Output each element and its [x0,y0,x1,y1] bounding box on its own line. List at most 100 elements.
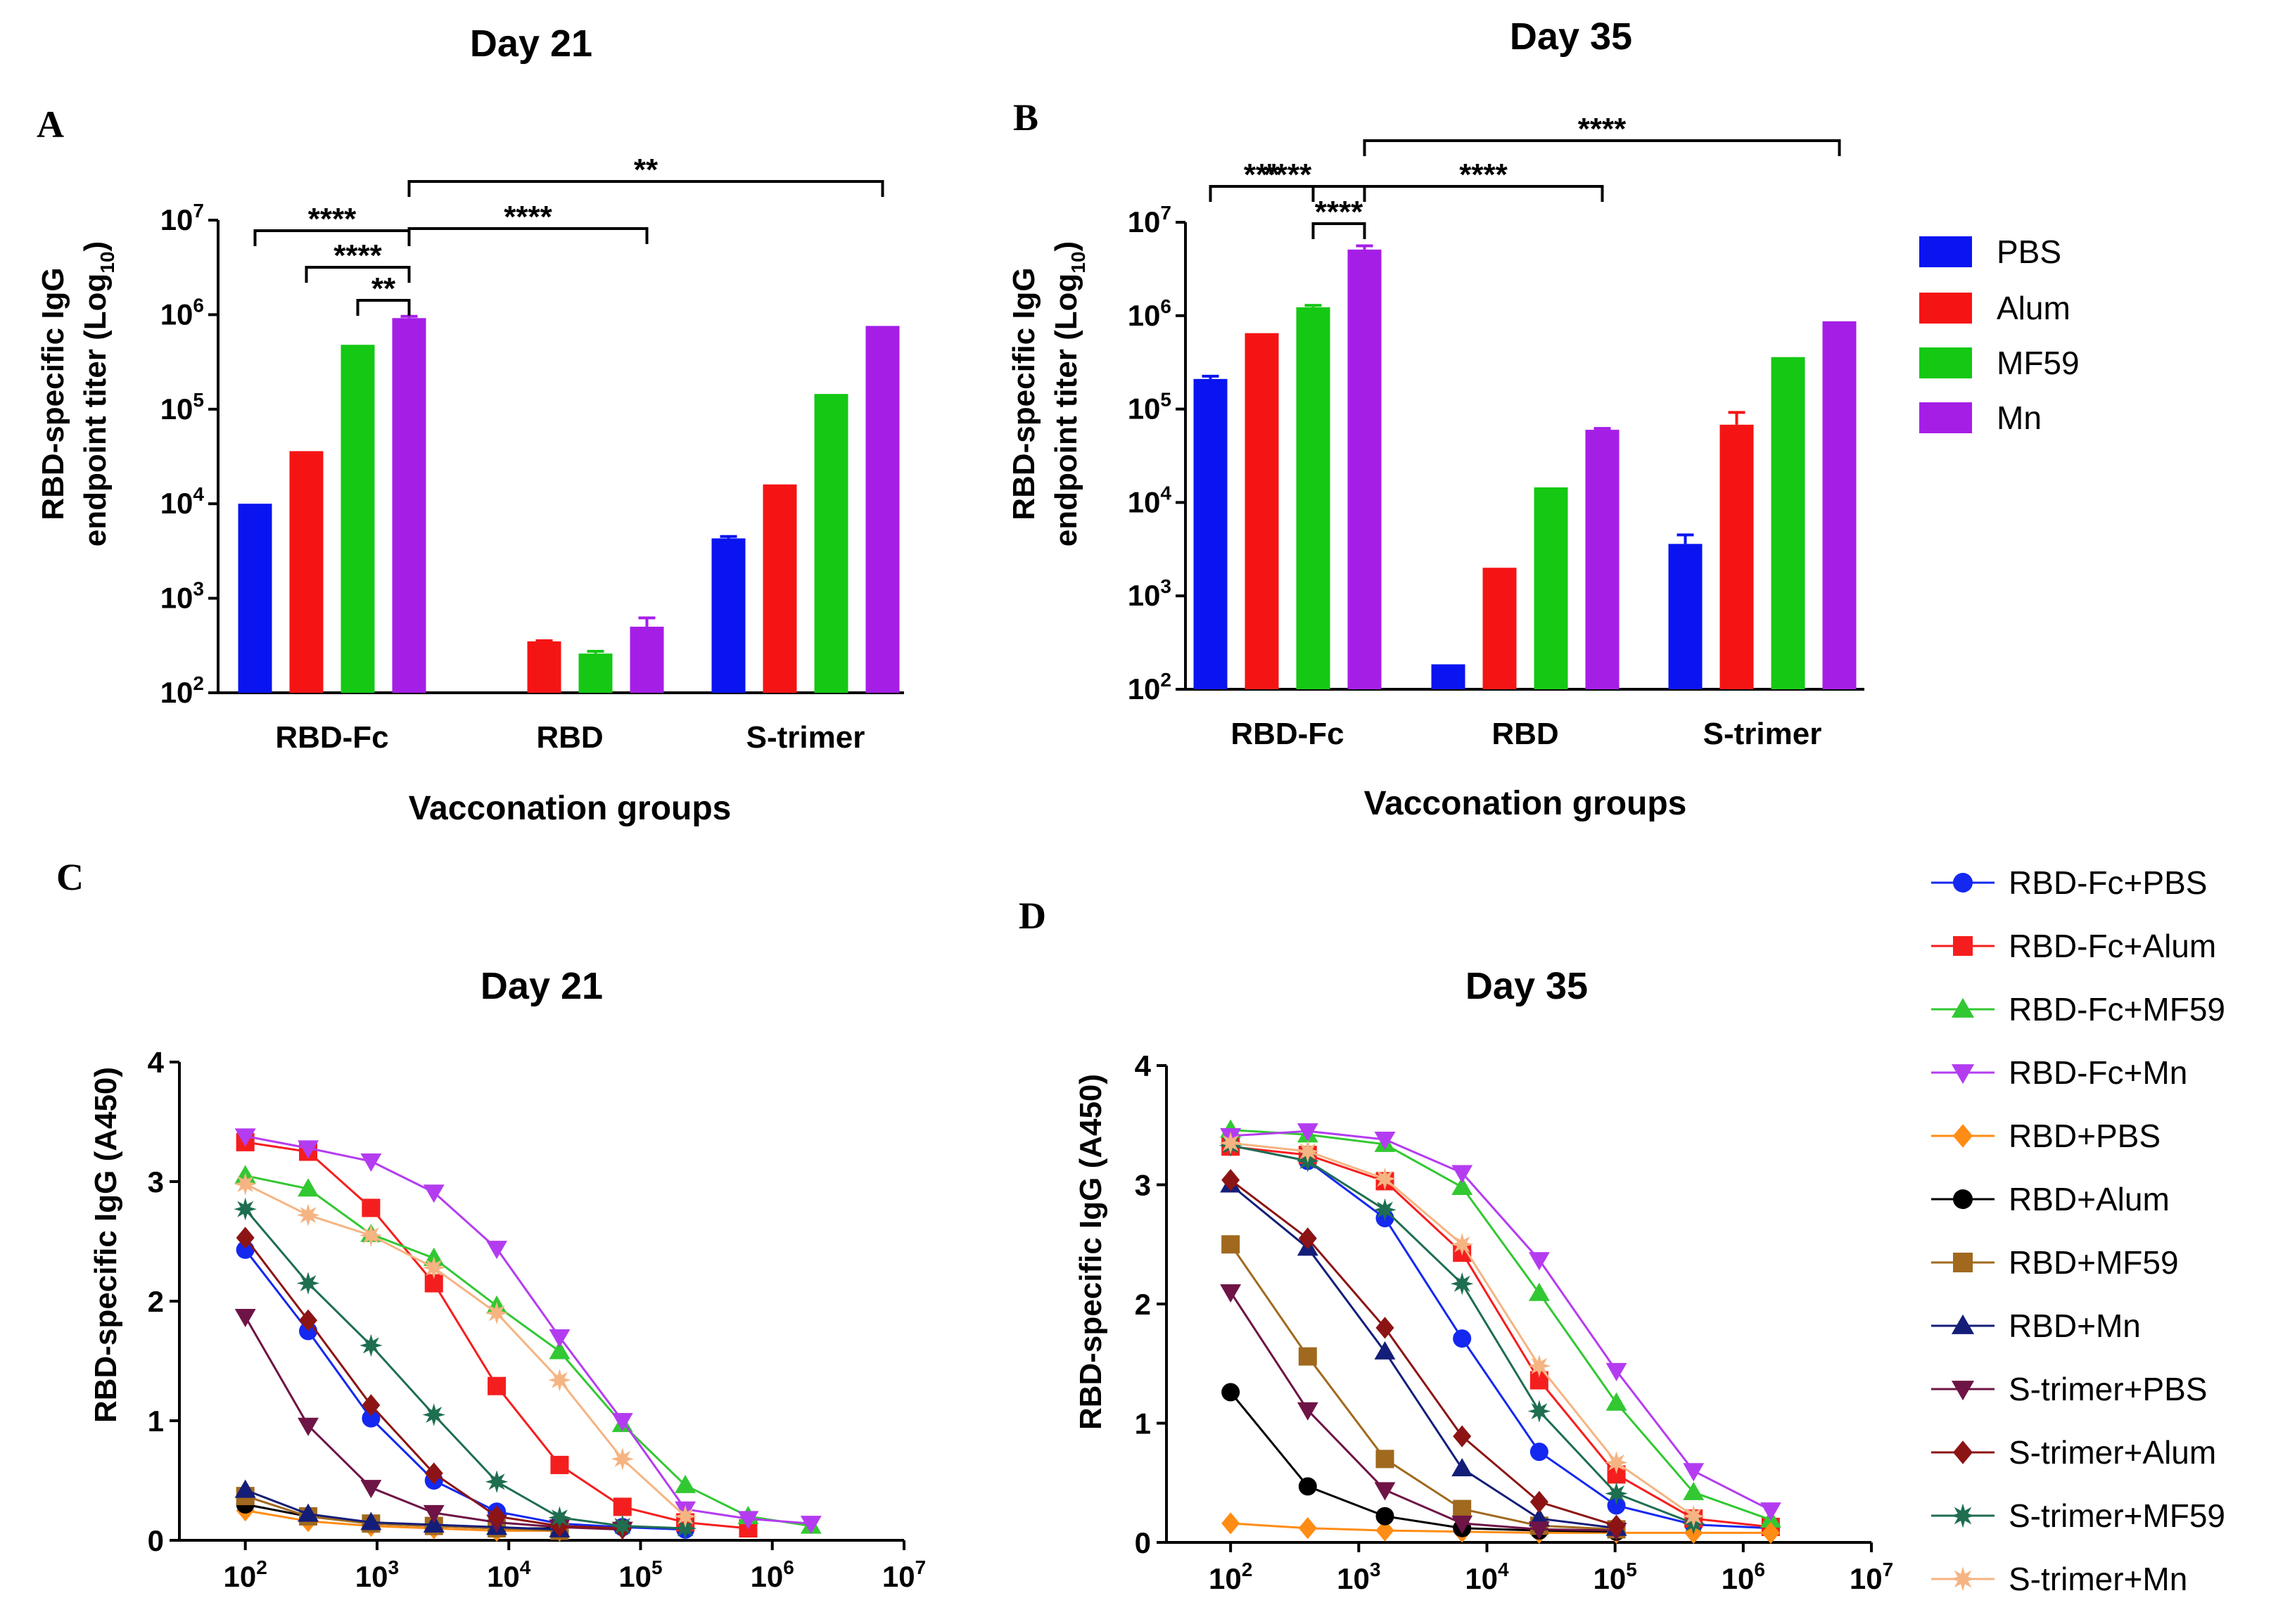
data-point [362,1394,381,1417]
bar [1296,307,1330,689]
data-point [1373,1198,1397,1222]
y-tick-label: 107 [1128,202,1171,238]
y-tick-label: 4 [148,1046,165,1079]
panel-b-ylabel: RBD-specific IgG endpoint titer (Log10) [1007,241,1089,546]
bar [1431,664,1465,689]
panel-d-ylabel: RBD-specific IgG (A450) [1074,1074,1108,1430]
category-label: RBD [536,720,603,755]
line-legend: RBD-Fc+PBS RBD-Fc+Alum RBD-Fc+MF59 RBD-Fc+M… [1931,864,2225,1597]
y-tick-label: 106 [1128,295,1171,332]
x-tick-label: 105 [618,1556,662,1593]
y-tick-label: 2 [148,1285,164,1318]
data-point [1607,1514,1626,1537]
data-point [296,1272,320,1295]
x-tick-label: 104 [1465,1559,1509,1595]
legend-label: RBD+Mn [2009,1307,2141,1344]
panel-a-title: Day 21 [470,23,592,65]
legend-label: S-trimer+Alum [2009,1434,2216,1471]
significance-bracket: **** [1209,158,1366,202]
bracket-line [305,266,411,283]
legend-marker [1950,1503,1976,1528]
legend-label: MF59 [1997,345,2080,381]
data-point [1298,1477,1317,1496]
data-point [424,1462,443,1485]
legend-label: S-trimer+Mn [2009,1561,2187,1597]
data-point [298,1140,319,1159]
legend-label: Mn [1997,399,2042,436]
data-point [1375,1450,1394,1469]
data-point [1607,1496,1626,1515]
data-point [1221,1512,1240,1535]
data-point [1450,1233,1474,1256]
data-point [1297,1123,1318,1142]
x-tick-label: 107 [1850,1559,1893,1595]
data-point [298,1178,319,1197]
panel-a-ylabel: RBD-specific IgG endpoint titer (Log10) [36,241,118,546]
data-point [1296,1139,1320,1163]
y-tick-label: 3 [1135,1169,1151,1202]
data-point [234,1309,256,1328]
data-point [1527,1354,1551,1378]
y-tick-label: 105 [1128,389,1171,426]
significance-bracket: **** [253,202,411,246]
data-point [1298,1517,1317,1540]
x-tick-label: 104 [487,1556,531,1593]
data-point [1527,1400,1551,1423]
legend-marker [1951,1314,1975,1334]
bar [1245,333,1279,689]
bar [578,653,613,693]
series-line [245,1183,687,1518]
legend-label: RBD+Alum [2009,1181,2170,1217]
y-tick-label: 106 [160,294,204,331]
legend-marker [1951,1381,1975,1401]
data-point [737,1511,759,1530]
data-point [423,1514,445,1533]
legend-label: S-trimer+PBS [2009,1371,2207,1407]
significance-label: ** [371,271,396,306]
x-tick-label: 107 [882,1556,926,1593]
y-tick-label: 103 [1128,575,1171,612]
data-point [486,1241,508,1260]
data-point [611,1447,634,1471]
data-point [298,1417,319,1436]
legend-item-pbs: PBS [1919,234,2061,270]
y-tick-label: 4 [1135,1049,1152,1082]
legend-item-rbd-fc-mf59: RBD-Fc+MF59 [1931,991,2225,1028]
significance-label: ** [634,153,659,187]
bar [1193,378,1228,689]
panel-a-xlabel: Vacconation groups [409,790,732,827]
legend-swatch [1919,402,1972,433]
bar [763,484,797,693]
legend-marker [1953,936,1973,956]
series-line [1229,1391,1617,1533]
legend-marker [1951,997,1975,1018]
panel-b-ylabel-line2: endpoint titer (Log10) [1049,241,1089,546]
x-tick-label: 103 [1337,1559,1380,1595]
data-point [1605,1482,1628,1505]
y-tick-label: 3 [148,1165,164,1198]
category-label: RBD-Fc [275,720,388,755]
data-point [360,1153,382,1172]
data-point [298,1503,319,1522]
data-point [423,1504,445,1523]
series-rbd-alum [1221,1383,1626,1541]
data-point [549,1329,571,1348]
bracket-line [407,180,884,197]
legend-item-rbd-fc-mn: RBD-Fc+Mn [1931,1054,2187,1091]
y-tick-label: 0 [148,1524,164,1557]
y-tick-label: 107 [160,200,204,236]
bracket-line [407,227,649,244]
data-point [1221,1235,1240,1254]
panel-b-label: B [1013,96,1038,139]
category-label: S-trimer [746,720,865,755]
significance-label: **** [333,238,382,273]
series-line [1230,1144,1771,1530]
significance-label: **** [308,202,357,236]
data-point [234,1479,256,1498]
data-point [360,1480,382,1499]
significance-label: **** [1264,158,1312,192]
data-point [675,1474,696,1493]
data-point [1683,1481,1705,1500]
data-point [548,1506,571,1529]
